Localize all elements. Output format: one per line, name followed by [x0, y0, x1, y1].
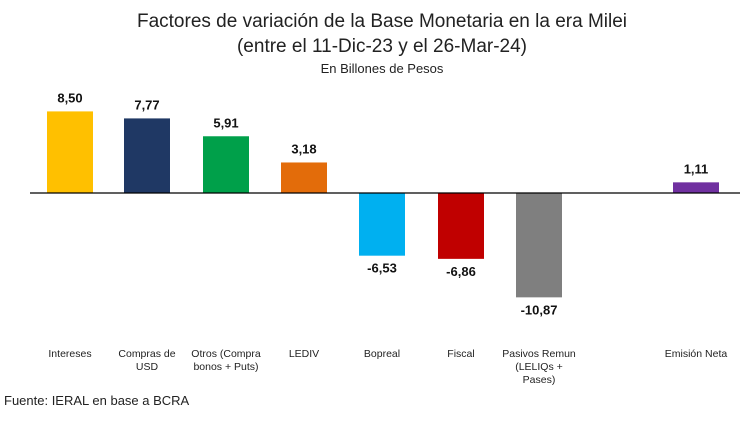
- bar-1: [124, 118, 170, 193]
- bar-3: [281, 162, 327, 193]
- category-label-line: Emisión Neta: [665, 348, 728, 360]
- value-label-7: 1,11: [684, 161, 709, 176]
- value-label-3: 3,18: [291, 141, 316, 156]
- category-label-line: (LELIQs +: [515, 361, 563, 373]
- bars-group: [47, 111, 719, 298]
- category-label-line: bonos + Puts): [193, 361, 258, 373]
- category-label-line: Intereses: [48, 348, 91, 360]
- category-label-line: LEDIV: [289, 348, 319, 360]
- bar-7: [673, 182, 719, 193]
- bar-0: [47, 111, 93, 193]
- value-labels-group: 8,50 7,77 5,91 3,18 -6,53 -6,86 -10,87 1,11: [57, 90, 708, 317]
- chart-subtitle: (entre el 11-Dic-23 y el 26-Mar-24): [237, 36, 527, 57]
- category-label-5: Fiscal: [447, 348, 474, 360]
- category-label-6: Pasivos Remun (LELIQs + Pases): [502, 348, 576, 386]
- value-label-0: 8,50: [57, 90, 82, 105]
- value-label-4: -6,53: [367, 261, 397, 276]
- category-label-line: Compras de: [118, 348, 175, 360]
- bar-6: [516, 193, 562, 298]
- value-label-5: -6,86: [446, 264, 476, 279]
- category-label-1: Compras de USD: [118, 348, 175, 373]
- value-label-6: -10,87: [521, 302, 558, 317]
- category-label-0: Intereses: [48, 348, 91, 360]
- category-labels-group: Intereses Compras de USD Otros (Compra bonos…: [48, 348, 727, 386]
- category-label-4: Bopreal: [364, 348, 400, 360]
- value-label-1: 7,77: [134, 97, 159, 112]
- category-label-line: Bopreal: [364, 348, 400, 360]
- category-label-line: USD: [136, 361, 159, 373]
- category-label-line: Pases): [523, 374, 556, 386]
- bar-4: [359, 193, 405, 256]
- category-label-7: Emisión Neta: [665, 348, 728, 360]
- bar-5: [438, 193, 484, 259]
- bar-2: [203, 136, 249, 193]
- value-label-2: 5,91: [213, 115, 238, 130]
- category-label-line: Pasivos Remun: [502, 348, 576, 360]
- chart-title: Factores de variación de la Base Monetar…: [137, 11, 627, 32]
- category-label-line: Fiscal: [447, 348, 474, 360]
- category-label-line: Otros (Compra: [191, 348, 261, 360]
- category-label-3: LEDIV: [289, 348, 319, 360]
- source-note: Fuente: IERAL en base a BCRA: [4, 393, 190, 408]
- chart-unit-label: En Billones de Pesos: [321, 61, 444, 76]
- category-label-2: Otros (Compra bonos + Puts): [191, 348, 261, 373]
